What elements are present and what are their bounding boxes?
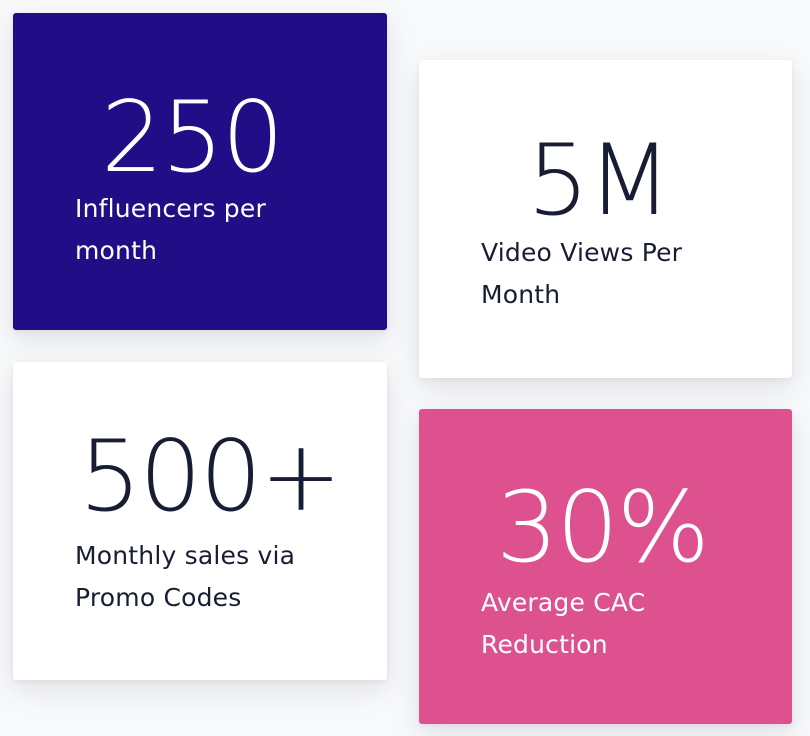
stat-card-cac-reduction: 30% Average CAC Reduction	[419, 409, 792, 724]
stat-label: Influencers per month	[75, 194, 266, 265]
stat-label: Monthly sales via Promo Codes	[75, 541, 296, 612]
stat-card-video-views: 5M Video Views Per Month	[419, 60, 792, 378]
stat-value: 5M	[527, 124, 672, 238]
stat-label: Video Views Per Month	[481, 238, 683, 309]
stat-value: 500+	[79, 420, 342, 534]
stat-card-monthly-sales: 500+ Monthly sales via Promo Codes	[13, 362, 387, 680]
stat-label: Average CAC Reduction	[481, 588, 646, 659]
stat-card-influencers: 250 Influencers per month	[13, 13, 387, 330]
stat-value: 250	[101, 81, 284, 195]
stat-value: 30%	[496, 471, 710, 585]
